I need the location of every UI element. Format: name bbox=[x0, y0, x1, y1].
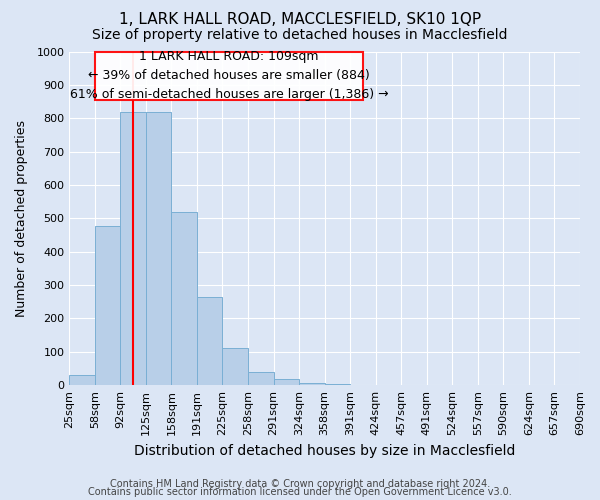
Text: Contains public sector information licensed under the Open Government Licence v3: Contains public sector information licen… bbox=[88, 487, 512, 497]
Bar bbox=[197, 298, 223, 385]
FancyBboxPatch shape bbox=[95, 52, 363, 100]
Text: Contains HM Land Registry data © Crown copyright and database right 2024.: Contains HM Land Registry data © Crown c… bbox=[110, 479, 490, 489]
Bar bbox=[299, 382, 325, 385]
Bar bbox=[146, 112, 172, 385]
Bar bbox=[223, 348, 248, 385]
X-axis label: Distribution of detached houses by size in Macclesfield: Distribution of detached houses by size … bbox=[134, 444, 515, 458]
Bar bbox=[69, 375, 95, 385]
Bar bbox=[120, 112, 146, 385]
Bar bbox=[95, 226, 120, 385]
Y-axis label: Number of detached properties: Number of detached properties bbox=[15, 120, 28, 317]
Bar bbox=[325, 384, 350, 385]
Bar bbox=[274, 379, 299, 385]
Bar bbox=[172, 212, 197, 385]
Text: 1, LARK HALL ROAD, MACCLESFIELD, SK10 1QP: 1, LARK HALL ROAD, MACCLESFIELD, SK10 1Q… bbox=[119, 12, 481, 28]
Text: 1 LARK HALL ROAD: 109sqm
← 39% of detached houses are smaller (884)
61% of semi-: 1 LARK HALL ROAD: 109sqm ← 39% of detach… bbox=[70, 50, 388, 101]
Bar bbox=[248, 372, 274, 385]
Text: Size of property relative to detached houses in Macclesfield: Size of property relative to detached ho… bbox=[92, 28, 508, 42]
